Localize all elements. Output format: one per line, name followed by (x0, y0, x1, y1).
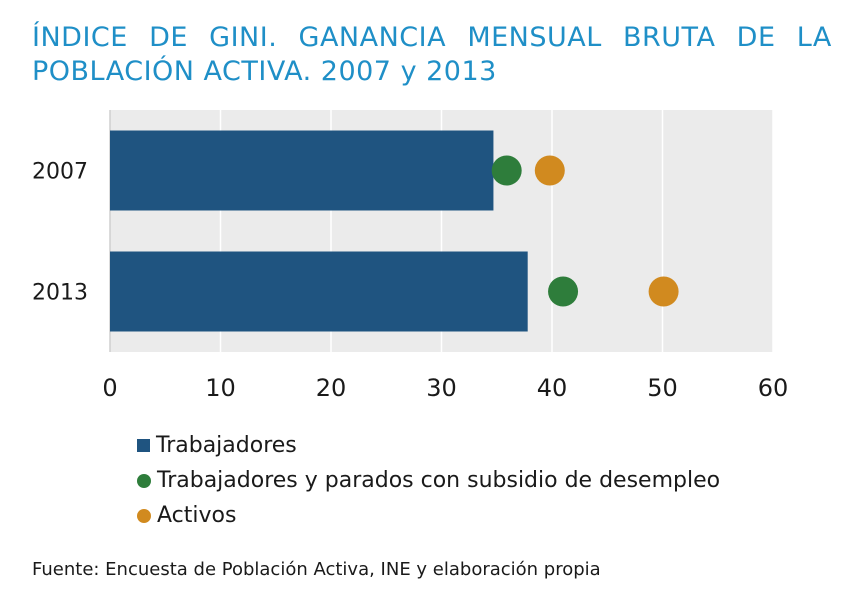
title-word: ÍNDICE (32, 22, 128, 53)
legend-item-activos: Activos (137, 498, 720, 533)
legend: Trabajadores Trabajadores y parados con … (137, 428, 720, 533)
legend-swatch-activos (137, 508, 151, 523)
chart-title-line2: POBLACIÓN ACTIVA. 2007 y 2013 (32, 56, 497, 87)
y-tick-label: 2013 (32, 281, 88, 306)
x-tick-label: 20 (316, 374, 347, 402)
x-tick-label: 0 (102, 374, 117, 402)
legend-item-parados: Trabajadores y parados con subsidio de d… (137, 463, 720, 498)
chart-title-line1: ÍNDICE DE GINI. GANANCIA MENSUAL BRUTA DE LA (32, 22, 832, 53)
legend-label-parados: Trabajadores y parados con subsidio de d… (157, 468, 721, 493)
dot-activos (648, 276, 679, 307)
y-tick-label: 2007 (32, 160, 88, 185)
title-word: GINI. (209, 22, 278, 53)
x-tick-label: 60 (758, 374, 789, 402)
title-word: DE (736, 22, 776, 53)
legend-swatch-parados (137, 473, 151, 488)
legend-item-trabajadores: Trabajadores (137, 428, 720, 463)
title-word: MENSUAL (467, 22, 602, 53)
bar-trabajadores (110, 130, 494, 211)
legend-label-trabajadores: Trabajadores (156, 433, 297, 458)
bar-trabajadores (110, 251, 528, 332)
x-tick-label: 50 (647, 374, 678, 402)
legend-label-activos: Activos (157, 503, 237, 528)
title-word: DE (149, 22, 188, 53)
x-tick-label: 10 (205, 374, 236, 402)
gini-chart: 0 10 20 30 40 50 60 2007 2013 (32, 110, 789, 402)
dot-parados (548, 276, 579, 307)
x-tick-label: 40 (537, 374, 568, 402)
title-word: BRUTA (623, 22, 716, 53)
legend-swatch-trabajadores (137, 439, 150, 452)
dot-parados (491, 155, 522, 186)
x-tick-label: 30 (426, 374, 457, 402)
dot-activos (534, 155, 565, 186)
source-note: Fuente: Encuesta de Población Activa, IN… (32, 559, 601, 580)
title-word: LA (796, 22, 832, 53)
title-word: GANANCIA (298, 22, 447, 53)
